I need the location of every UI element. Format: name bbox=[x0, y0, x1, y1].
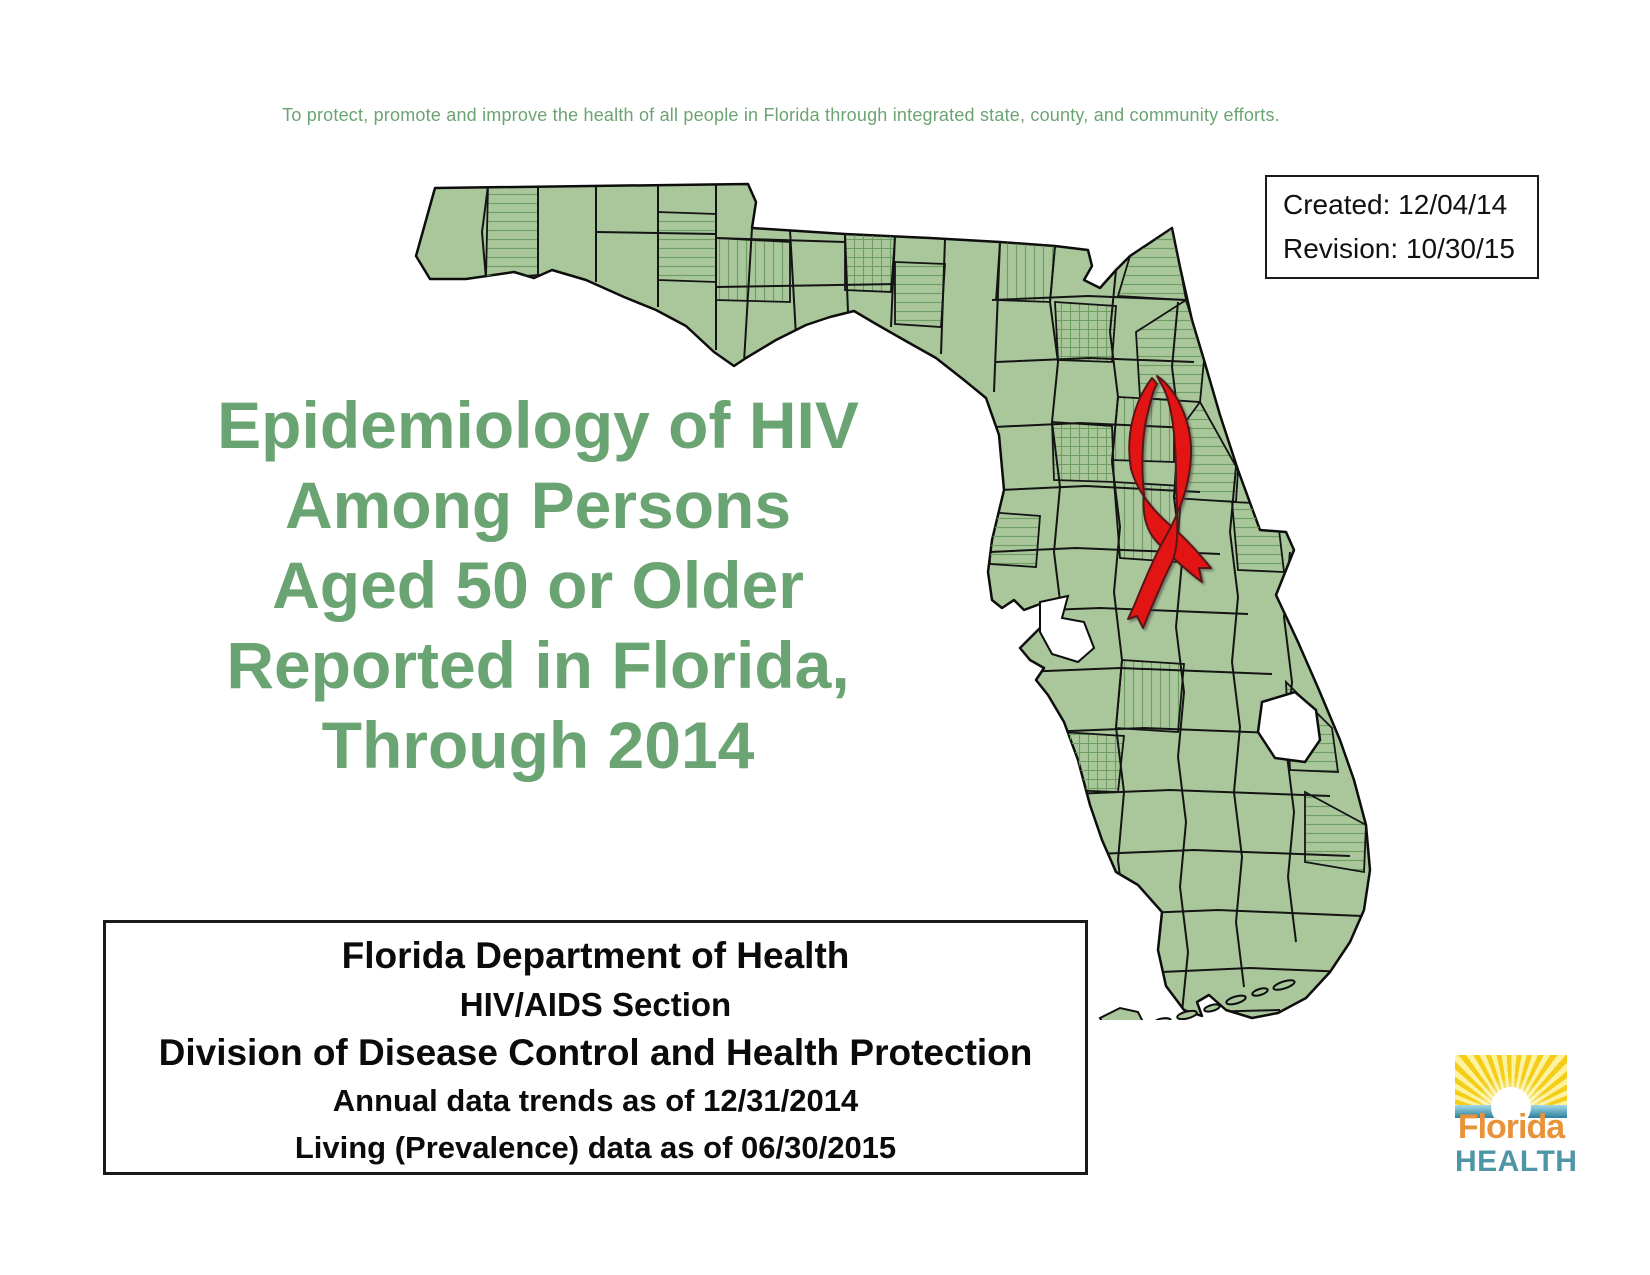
logo-health-text: HEALTH bbox=[1455, 1145, 1578, 1178]
org-line-department: Florida Department of Health bbox=[341, 935, 850, 976]
org-line-annual-data: Annual data trends as of 12/31/2014 bbox=[332, 1083, 859, 1118]
tampa-bay bbox=[1039, 594, 1096, 664]
title-line: Epidemiology of HIV bbox=[217, 388, 859, 462]
motto-text: To protect, promote and improve the heal… bbox=[282, 105, 1280, 125]
page-title: Epidemiology of HIV Among Persons Aged 5… bbox=[113, 385, 963, 785]
florida-county-map bbox=[400, 172, 1460, 1038]
department-box: Florida Department of Health HIV/AIDS Se… bbox=[103, 920, 1088, 1175]
title-line: Through 2014 bbox=[321, 708, 755, 782]
lake-okeechobee bbox=[1256, 690, 1322, 764]
org-line-section: HIV/AIDS Section bbox=[459, 986, 732, 1023]
florida-health-logo: Florida HEALTH bbox=[1455, 1055, 1578, 1183]
created-date: Created: 12/04/14 bbox=[1283, 189, 1508, 221]
logo-florida-text: Florida bbox=[1457, 1108, 1565, 1146]
aids-ribbon-icon bbox=[1127, 375, 1212, 629]
org-line-living-data: Living (Prevalence) data as of 06/30/201… bbox=[294, 1130, 897, 1165]
revision-date: Revision: 10/30/15 bbox=[1283, 232, 1515, 264]
title-line: Aged 50 or Older bbox=[272, 548, 804, 622]
org-line-division: Division of Disease Control and Health P… bbox=[158, 1032, 1033, 1073]
sun-icon bbox=[1455, 1055, 1567, 1118]
revision-box: Created: 12/04/14 Revision: 10/30/15 bbox=[1265, 175, 1539, 279]
title-line: Among Persons bbox=[284, 468, 792, 542]
sun-disc-icon bbox=[1491, 1087, 1531, 1118]
florida-map-svg bbox=[414, 182, 1372, 1038]
title-line: Reported in Florida, bbox=[226, 628, 850, 702]
